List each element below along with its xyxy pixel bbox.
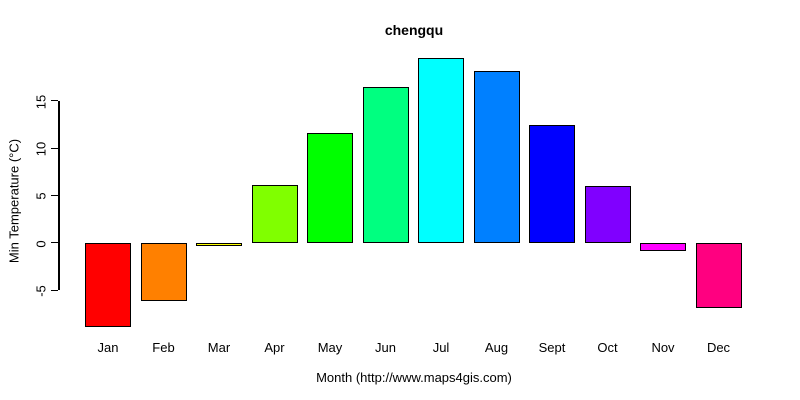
y-axis-line (58, 100, 60, 291)
bar-dec (695, 242, 742, 309)
month-label-jun: Jun (375, 340, 396, 355)
y-tick (51, 242, 58, 244)
bar-feb (140, 242, 187, 302)
month-label-feb: Feb (152, 340, 175, 355)
bar-aug (473, 71, 520, 243)
bar-oct (584, 185, 631, 243)
bar-jan (85, 242, 131, 327)
month-label-oct: Oct (597, 340, 618, 355)
month-label-jan: Jan (97, 340, 119, 355)
bar-jun (362, 87, 409, 243)
bar-mar (196, 242, 242, 247)
month-label-mar: Mar (207, 340, 231, 355)
x-axis-label: Month (http://www.maps4gis.com) (316, 370, 512, 385)
month-label-sept: Sept (538, 340, 566, 355)
y-tick (51, 100, 58, 102)
month-label-may: May (317, 340, 343, 355)
bar-may (307, 132, 353, 243)
bar-apr (251, 184, 298, 243)
bar-sept (529, 125, 575, 243)
y-tick (51, 147, 58, 149)
y-tick (51, 289, 58, 291)
month-label-jul: Jul (432, 340, 450, 355)
y-tick (51, 194, 58, 196)
bar-jul (418, 58, 464, 243)
month-label-nov: Nov (651, 340, 675, 355)
month-label-aug: Aug (484, 340, 509, 355)
chart-title: chengqu (384, 22, 444, 38)
month-label-apr: Apr (264, 340, 285, 355)
month-label-dec: Dec (706, 340, 731, 355)
bar-nov (640, 242, 686, 252)
